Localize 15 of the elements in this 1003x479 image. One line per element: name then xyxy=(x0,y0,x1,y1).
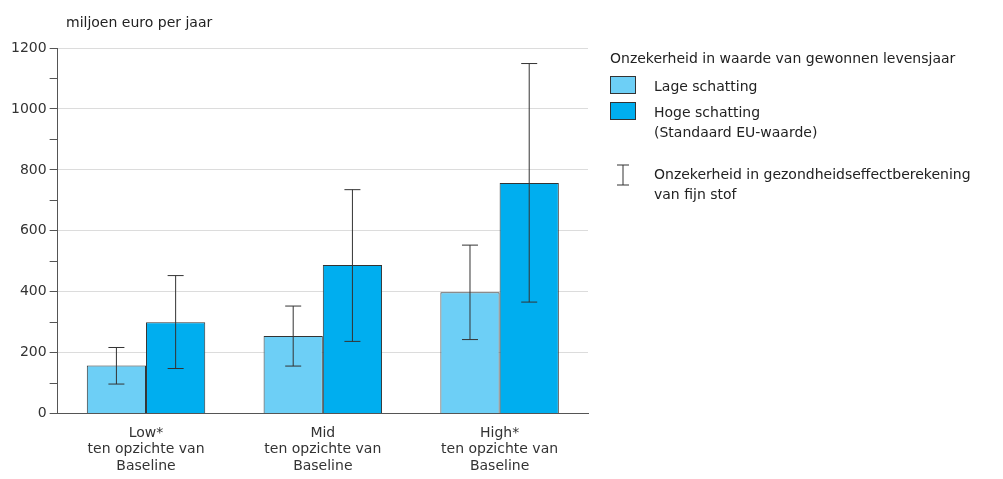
x-tick-label: Low* ten opzichte van Baseline xyxy=(87,423,205,474)
x-tick-label: Mid ten opzichte van Baseline xyxy=(264,423,382,474)
y-axis-title: miljoen euro per jaar xyxy=(66,14,213,30)
x-tick-label: High* ten opzichte van Baseline xyxy=(441,423,559,474)
text: Onzekerheid in gezondheidseffectberekening van fijn stof xyxy=(654,165,971,204)
legend-label: Hoge schatting (Standaard EU-waarde) xyxy=(654,103,818,142)
y-tick-label: 0 xyxy=(37,404,47,421)
y-tick-label: 1200 xyxy=(10,38,47,55)
legend-title: Onzekerheid in waarde van gewonnen levensjaar xyxy=(610,49,957,68)
y-tick-label: 400 xyxy=(19,282,47,299)
y-tick-label: 200 xyxy=(19,343,47,360)
y-tick-label: 1000 xyxy=(10,99,47,116)
y-tick-label: 800 xyxy=(19,160,47,177)
legend-label: Lage schatting xyxy=(654,77,758,96)
y-tick-label: 600 xyxy=(19,221,47,238)
